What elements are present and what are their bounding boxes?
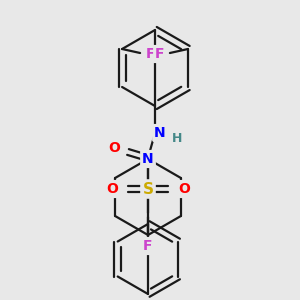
Text: O: O xyxy=(178,182,190,196)
Text: O: O xyxy=(106,182,118,196)
Text: N: N xyxy=(154,126,166,140)
Text: S: S xyxy=(142,182,154,196)
Text: F: F xyxy=(145,47,155,61)
Text: F: F xyxy=(155,47,165,61)
Text: N: N xyxy=(142,152,154,166)
Text: H: H xyxy=(172,133,182,146)
Text: F: F xyxy=(143,239,153,253)
Text: O: O xyxy=(108,141,120,155)
